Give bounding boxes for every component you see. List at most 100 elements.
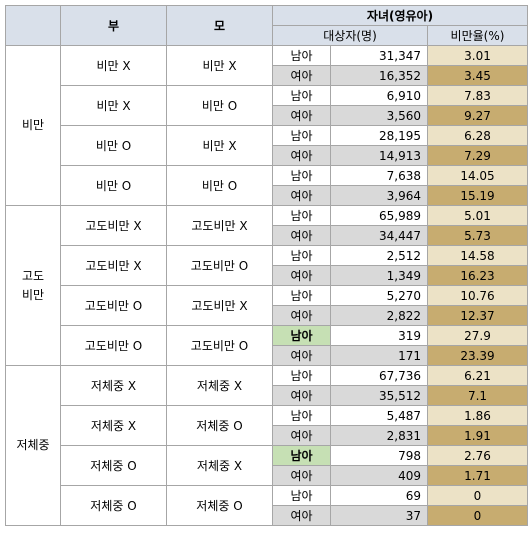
obesity-rate: 7.83 bbox=[427, 85, 528, 106]
header-child: 자녀(영유아) bbox=[272, 5, 528, 26]
table-row: 여아 3,964 15.19 bbox=[6, 185, 528, 206]
table-row: 여아 16,352 3.45 bbox=[6, 65, 528, 86]
subject-count: 35,512 bbox=[330, 385, 428, 406]
table-row: 여아 409 1.71 bbox=[6, 465, 528, 486]
mother-status: 저체중 O bbox=[166, 405, 273, 446]
child-sex: 여아 bbox=[272, 465, 331, 486]
mother-status: 저체중 X bbox=[166, 445, 273, 486]
mother-status: 고도비만 X bbox=[166, 285, 273, 326]
child-sex: 남아 bbox=[272, 365, 331, 386]
subject-count: 171 bbox=[330, 345, 428, 366]
subject-count: 319 bbox=[330, 325, 428, 346]
obesity-rate: 15.19 bbox=[427, 185, 528, 206]
child-sex: 남아 bbox=[272, 285, 331, 306]
table-row: 저체중 X 저체중 O 남아 5,487 1.86 bbox=[6, 405, 528, 446]
mother-status: 고도비만 O bbox=[166, 325, 273, 366]
table-row: 여아 37 0 bbox=[6, 505, 528, 526]
subject-count: 2,822 bbox=[330, 305, 428, 326]
child-sex: 여아 bbox=[272, 225, 331, 246]
mother-status: 비만 O bbox=[166, 85, 273, 126]
obesity-rate: 16.23 bbox=[427, 265, 528, 286]
subject-count: 2,512 bbox=[330, 245, 428, 266]
subject-count: 31,347 bbox=[330, 45, 428, 66]
child-sex: 남아 bbox=[272, 405, 331, 426]
group-label: 고도 비만 bbox=[5, 205, 61, 366]
table-row: 비만 X 비만 O 남아 6,910 7.83 bbox=[6, 85, 528, 126]
subject-count: 28,195 bbox=[330, 125, 428, 146]
child-sex: 남아 bbox=[272, 325, 331, 346]
father-status: 고도비만 X bbox=[60, 245, 167, 286]
table-row: 여아 171 23.39 bbox=[6, 345, 528, 366]
child-sex: 남아 bbox=[272, 165, 331, 186]
subject-count: 5,487 bbox=[330, 405, 428, 426]
child-sex: 남아 bbox=[272, 445, 331, 466]
subject-count: 7,638 bbox=[330, 165, 428, 186]
table-row: 여아 3,560 9.27 bbox=[6, 105, 528, 126]
child-sex: 남아 bbox=[272, 245, 331, 266]
child-sex: 남아 bbox=[272, 85, 331, 106]
table-row: 저체중 O 저체중 X 남아 798 2.76 bbox=[6, 445, 528, 486]
header-rate: 비만율(%) bbox=[427, 25, 528, 46]
header-mother: 모 bbox=[166, 5, 273, 46]
obesity-rate: 1.86 bbox=[427, 405, 528, 426]
subject-count: 5,270 bbox=[330, 285, 428, 306]
father-status: 비만 O bbox=[60, 165, 167, 206]
subject-count: 6,910 bbox=[330, 85, 428, 106]
table-row: 고도비만 O 고도비만 X 남아 5,270 10.76 bbox=[6, 285, 528, 326]
obesity-rate: 14.58 bbox=[427, 245, 528, 266]
obesity-rate: 6.28 bbox=[427, 125, 528, 146]
father-status: 비만 X bbox=[60, 85, 167, 126]
table-row: 저체중 O 저체중 O 남아 69 0 bbox=[6, 485, 528, 526]
child-sex: 여아 bbox=[272, 505, 331, 526]
obesity-rate: 9.27 bbox=[427, 105, 528, 126]
obesity-rate: 7.1 bbox=[427, 385, 528, 406]
subject-count: 798 bbox=[330, 445, 428, 466]
table-row: 여아 1,349 16.23 bbox=[6, 265, 528, 286]
table-row: 여아 2,831 1.91 bbox=[6, 425, 528, 446]
table-body: 비만 비만 X 비만 X 남아 31,347 3.01 여아 16,352 3.45 비만 X 비만… bbox=[5, 45, 528, 526]
obesity-rate: 14.05 bbox=[427, 165, 528, 186]
table-row: 고도비만 O 고도비만 O 남아 319 27.9 bbox=[6, 325, 528, 366]
subject-count: 14,913 bbox=[330, 145, 428, 166]
father-status: 저체중 X bbox=[60, 365, 167, 406]
child-sex: 남아 bbox=[272, 485, 331, 506]
mother-status: 고도비만 X bbox=[166, 205, 273, 246]
header-father: 부 bbox=[60, 5, 167, 46]
subject-count: 34,447 bbox=[330, 225, 428, 246]
table-row: 여아 35,512 7.1 bbox=[6, 385, 528, 406]
father-status: 고도비만 X bbox=[60, 205, 167, 246]
subject-count: 69 bbox=[330, 485, 428, 506]
mother-status: 비만 X bbox=[166, 45, 273, 86]
child-sex: 남아 bbox=[272, 125, 331, 146]
child-sex: 여아 bbox=[272, 305, 331, 326]
obesity-rate: 27.9 bbox=[427, 325, 528, 346]
father-status: 저체중 O bbox=[60, 485, 167, 526]
obesity-rate: 6.21 bbox=[427, 365, 528, 386]
obesity-rate: 5.73 bbox=[427, 225, 528, 246]
obesity-rate: 0 bbox=[427, 505, 528, 526]
header-subjects: 대상자(명) bbox=[272, 25, 428, 46]
father-status: 저체중 O bbox=[60, 445, 167, 486]
subject-count: 37 bbox=[330, 505, 428, 526]
table-row: 고도비만 X 고도비만 O 남아 2,512 14.58 bbox=[6, 245, 528, 286]
obesity-rate: 2.76 bbox=[427, 445, 528, 466]
subject-count: 65,989 bbox=[330, 205, 428, 226]
father-status: 비만 O bbox=[60, 125, 167, 166]
obesity-rate: 1.71 bbox=[427, 465, 528, 486]
father-status: 고도비만 O bbox=[60, 325, 167, 366]
table-row: 여아 34,447 5.73 bbox=[6, 225, 528, 246]
child-sex: 여아 bbox=[272, 385, 331, 406]
mother-status: 비만 X bbox=[166, 125, 273, 166]
table-row: 저체중 저체중 X 저체중 X 남아 67,736 6.21 bbox=[5, 365, 528, 526]
obesity-rate: 0 bbox=[427, 485, 528, 506]
child-sex: 남아 bbox=[272, 205, 331, 226]
child-sex: 여아 bbox=[272, 105, 331, 126]
subject-count: 409 bbox=[330, 465, 428, 486]
table-row: 고도 비만 고도비만 X 고도비만 X 남아 65,989 5.01 bbox=[5, 205, 528, 366]
table-row: 비만 O 비만 O 남아 7,638 14.05 bbox=[6, 165, 528, 206]
subject-count: 1,349 bbox=[330, 265, 428, 286]
father-status: 비만 X bbox=[60, 45, 167, 86]
child-sex: 여아 bbox=[272, 145, 331, 166]
obesity-rate-table: 부 모 자녀(영유아) 대상자(명) 비만율(%) 비만 비만 X 비만 X 남아 31… bbox=[5, 5, 528, 526]
group-label: 비만 bbox=[5, 45, 61, 206]
